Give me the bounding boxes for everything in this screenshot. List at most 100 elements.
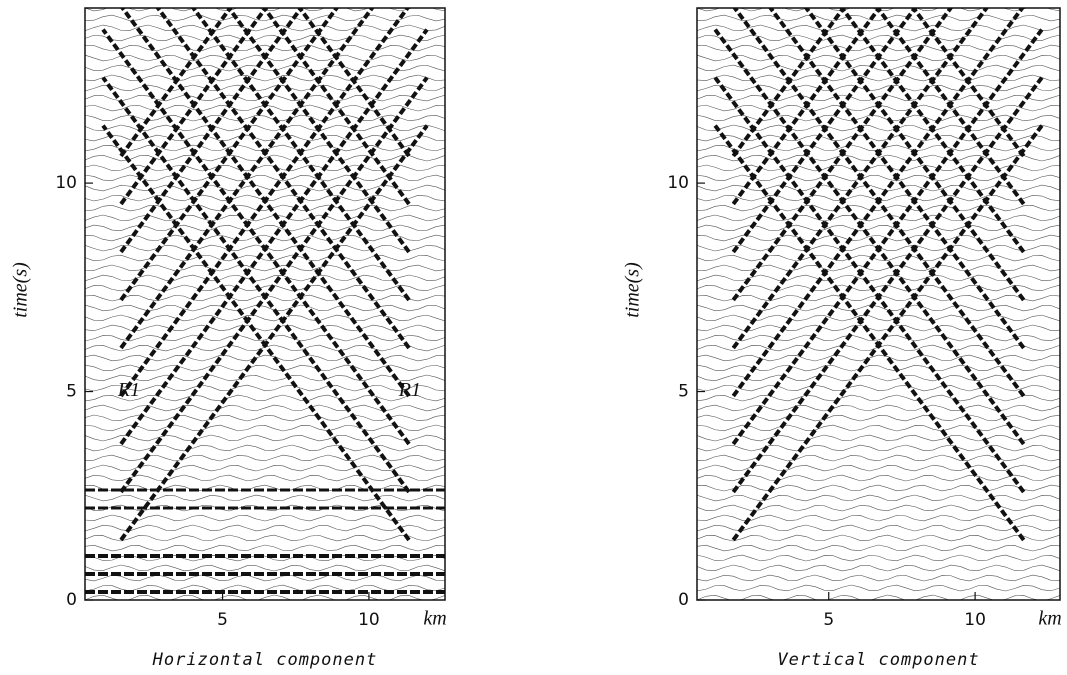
contour-line bbox=[697, 455, 1060, 461]
contour-line bbox=[697, 135, 1060, 141]
contour-line bbox=[85, 325, 445, 331]
panel-title: Vertical component bbox=[777, 650, 979, 670]
contour-line bbox=[697, 45, 1060, 51]
wavefront bbox=[715, 126, 1024, 540]
contour-line bbox=[85, 205, 445, 211]
contour-line bbox=[85, 335, 445, 341]
y-tick-label: 0 bbox=[66, 590, 77, 610]
contour-line bbox=[697, 475, 1060, 481]
contour-line bbox=[697, 375, 1060, 381]
contour-line bbox=[85, 85, 445, 91]
contour-line bbox=[697, 165, 1060, 171]
contour-line bbox=[85, 185, 445, 191]
y-tick-label: 10 bbox=[667, 173, 689, 193]
wavefront bbox=[733, 0, 1042, 252]
wavefront bbox=[103, 126, 409, 540]
contour-line bbox=[697, 65, 1060, 71]
contour-line bbox=[697, 395, 1060, 401]
contour-line bbox=[85, 115, 445, 121]
contour-line bbox=[85, 445, 445, 451]
wavefront bbox=[121, 30, 427, 444]
contour-line bbox=[85, 135, 445, 141]
x-tick-label: 5 bbox=[823, 610, 834, 630]
contour-line bbox=[697, 305, 1060, 311]
contour-line bbox=[697, 185, 1060, 191]
wavefront bbox=[733, 30, 1042, 444]
wavefront bbox=[715, 78, 1024, 492]
contour-line bbox=[85, 425, 445, 431]
contour-texture bbox=[85, 0, 445, 601]
contour-line bbox=[697, 505, 1060, 511]
contour-line bbox=[85, 35, 445, 41]
contour-line bbox=[697, 435, 1060, 441]
contour-line bbox=[85, 165, 445, 171]
wavefront bbox=[715, 0, 1024, 300]
contour-line bbox=[697, 265, 1060, 271]
contour-line bbox=[697, 545, 1060, 551]
wavefront bbox=[715, 30, 1024, 444]
contour-line bbox=[697, 15, 1060, 21]
contour-line bbox=[697, 555, 1060, 561]
y-tick-label: 5 bbox=[678, 382, 689, 402]
contour-line bbox=[697, 565, 1060, 571]
contour-line bbox=[85, 355, 445, 361]
contour-line bbox=[85, 495, 445, 501]
contour-line bbox=[697, 355, 1060, 361]
panel-title: Horizontal component bbox=[152, 650, 378, 670]
contour-line bbox=[697, 315, 1060, 321]
contour-line bbox=[85, 255, 445, 261]
contour-line bbox=[697, 235, 1060, 241]
contour-line bbox=[697, 425, 1060, 431]
annotation: R1 bbox=[117, 379, 140, 401]
contour-line bbox=[85, 405, 445, 411]
contour-line bbox=[697, 535, 1060, 541]
wavefront bbox=[103, 0, 409, 204]
contour-line bbox=[85, 305, 445, 311]
contour-line bbox=[697, 525, 1060, 531]
contour-line bbox=[697, 95, 1060, 101]
contour-line bbox=[85, 535, 445, 541]
contour-line bbox=[697, 385, 1060, 391]
x-tick-label: 10 bbox=[964, 610, 986, 630]
contour-line bbox=[85, 315, 445, 321]
wavefront bbox=[103, 0, 409, 348]
x-tick-label: 5 bbox=[217, 610, 228, 630]
contour-line bbox=[697, 585, 1060, 591]
contour-line bbox=[85, 65, 445, 71]
wavefront bbox=[733, 126, 1042, 540]
contour-line bbox=[85, 455, 445, 461]
contour-line bbox=[697, 575, 1060, 581]
wavefront bbox=[103, 30, 409, 444]
contour-line bbox=[85, 545, 445, 551]
contour-line bbox=[697, 35, 1060, 41]
y-axis-label: time(s) bbox=[10, 262, 32, 318]
x-axis-label: km bbox=[1038, 608, 1061, 630]
annotation: R1 bbox=[398, 379, 421, 401]
contour-line bbox=[85, 215, 445, 221]
contour-line bbox=[697, 215, 1060, 221]
contour-line bbox=[85, 235, 445, 241]
wavefront bbox=[715, 0, 1024, 348]
x-tick-label: 10 bbox=[358, 610, 380, 630]
contour-line bbox=[697, 205, 1060, 211]
contour-line bbox=[85, 475, 445, 481]
contour-line bbox=[697, 285, 1060, 291]
contour-line bbox=[697, 405, 1060, 411]
contour-texture bbox=[697, 0, 1060, 601]
wavefront bbox=[121, 0, 427, 348]
y-axis-label: time(s) bbox=[622, 262, 644, 318]
contour-line bbox=[85, 285, 445, 291]
contour-line bbox=[85, 565, 445, 571]
y-tick-label: 0 bbox=[678, 590, 689, 610]
contour-line bbox=[697, 85, 1060, 91]
contour-line bbox=[85, 45, 445, 51]
contour-line bbox=[697, 495, 1060, 501]
wavefront bbox=[715, 0, 1024, 204]
contour-line bbox=[697, 485, 1060, 491]
contour-line bbox=[85, 435, 445, 441]
figure: 5 10 0 5 10 km time(s) Horizontal component R1 R1… bbox=[0, 0, 1067, 675]
contour-line bbox=[85, 265, 445, 271]
contour-line bbox=[85, 525, 445, 531]
contour-line bbox=[697, 255, 1060, 261]
contour-line bbox=[697, 445, 1060, 451]
